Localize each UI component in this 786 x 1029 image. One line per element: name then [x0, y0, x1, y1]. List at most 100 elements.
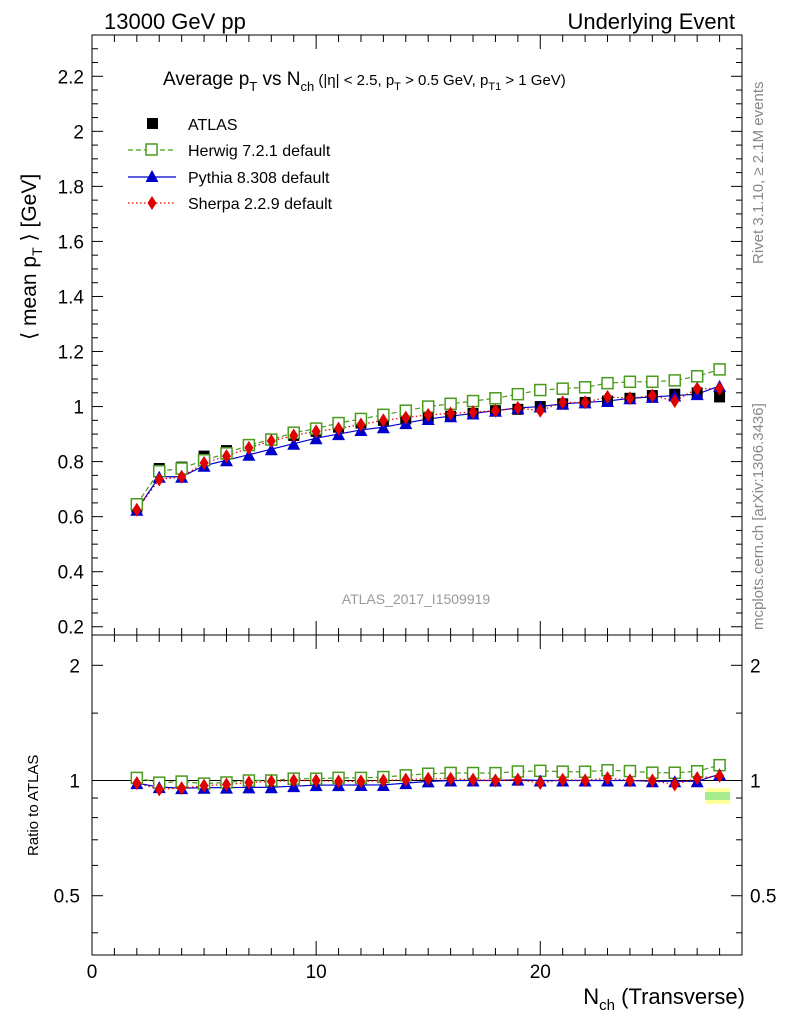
ratio-point-series-3: [692, 771, 702, 786]
data-point-series-3: [580, 395, 590, 410]
ratio-point-series-3: [334, 774, 344, 789]
data-point-series-2: [287, 437, 301, 450]
y-tick-label: 0.2: [58, 618, 84, 639]
data-point-series-1: [534, 383, 547, 397]
ratio-point-series-3: [647, 773, 657, 788]
ratio-point-series-3: [266, 774, 276, 789]
data-point-series-3: [244, 440, 254, 455]
header-left: 13000 GeV pp: [104, 9, 246, 34]
legend-label-herwig: Herwig 7.2.1 default: [188, 143, 331, 160]
ratio-point-series-3: [311, 773, 321, 788]
ratio-point-series-3: [558, 772, 568, 787]
main-axis-ticks: 0.2 0.4 0.6 0.8 1 1.2 1.4 1.6 1.8 2 2.2: [58, 48, 742, 639]
ratio-point-series-3: [378, 773, 388, 788]
data-point-series-3: [647, 388, 657, 403]
ratio-point-series-3: [513, 772, 523, 787]
ratio-point-series-3: [221, 777, 231, 792]
data-point-series-1: [713, 363, 726, 376]
data-point-series-1: [489, 392, 502, 405]
ratio-point-series-3: [603, 771, 613, 786]
data-point-series-3: [154, 472, 164, 487]
ratio-point-series-3: [535, 776, 545, 791]
y-tick-label: 1: [73, 398, 84, 419]
data-point-series-1: [511, 387, 525, 401]
legend-marker-herwig: [145, 143, 158, 156]
legend-label-atlas: ATLAS: [188, 117, 238, 134]
x-axis-label: Nch (Transverse): [583, 984, 745, 1014]
ratio-axis-ticks: 0.5 0.5 1 1 2 2: [54, 656, 776, 934]
ratio-y-tick-label-right: 1: [750, 772, 761, 793]
data-point-series-1: [466, 394, 480, 408]
ratio-uncertainty-band-inner: [705, 792, 730, 800]
ratio-data-layer: [130, 758, 727, 797]
legend-marker-sherpa: [147, 196, 157, 210]
legend-marker-pythia: [145, 170, 159, 182]
main-data-layer: [130, 363, 727, 517]
y-tick-label: 0.6: [58, 508, 84, 529]
ratio-point-series-3: [580, 773, 590, 788]
y-axis-label: ⟨ mean pT ⟩ [GeV]: [18, 174, 45, 340]
data-point-series-1: [601, 376, 614, 390]
ratio-point-series-3: [177, 781, 187, 796]
ratio-y-tick-label-left: 1: [69, 772, 80, 793]
ratio-y-axis-label: Ratio to ATLAS: [25, 755, 42, 856]
analysis-watermark: ATLAS_2017_I1509919: [342, 591, 491, 607]
data-point-series-1: [690, 370, 704, 383]
ratio-point-series-3: [132, 776, 142, 791]
data-point-series-1: [578, 381, 592, 394]
data-point-series-3: [334, 421, 344, 436]
x-tick-label: 0: [87, 962, 98, 983]
ratio-point-series-3: [468, 772, 478, 787]
data-point-series-3: [378, 413, 388, 428]
data-point-series-3: [446, 406, 456, 421]
ratio-point-series-3: [625, 773, 635, 788]
ratio-point-series-3: [715, 768, 725, 783]
x-axis-ticks: 0 10 20: [87, 35, 743, 983]
y-tick-label: 0.4: [58, 563, 85, 584]
y-tick-label: 2.2: [58, 67, 84, 88]
x-tick-label: 10: [306, 962, 327, 983]
y-tick-label: 1.6: [58, 232, 84, 253]
y-tick-label: 2: [73, 122, 84, 143]
ratio-point-series-3: [401, 772, 411, 787]
y-tick-label: 1.8: [58, 177, 84, 198]
data-point-series-3: [423, 407, 433, 422]
ratio-point-series-3: [356, 774, 366, 789]
legend: ATLAS Herwig 7.2.1 default Pythia 8.308 …: [128, 117, 333, 213]
legend-label-sherpa: Sherpa 2.2.9 default: [188, 196, 333, 213]
rivet-label: Rivet 3.1.10, ≥ 2.1M events: [750, 82, 767, 265]
data-point-series-3: [558, 395, 568, 410]
data-point-series-3: [603, 389, 613, 404]
data-point-series-0: [714, 391, 726, 403]
ratio-point-series-3: [670, 777, 680, 792]
data-point-series-3: [177, 469, 187, 484]
data-point-series-3: [490, 403, 500, 418]
ratio-y-tick-label-left: 0.5: [54, 887, 80, 908]
data-point-series-3: [670, 394, 680, 409]
data-point-series-3: [289, 428, 299, 443]
y-tick-label: 0.8: [58, 453, 84, 474]
data-point-series-3: [199, 455, 209, 470]
chart-title: Average pT vs Nch (|η| < 2.5, pT > 0.5 G…: [163, 69, 566, 94]
data-point-series-3: [401, 410, 411, 425]
y-tick-label: 1.4: [58, 287, 85, 308]
ratio-point-series-3: [244, 775, 254, 790]
ratio-y-tick-label-right: 0.5: [750, 887, 776, 908]
data-point-series-3: [535, 403, 545, 418]
data-point-series-3: [715, 381, 725, 396]
ratio-y-tick-label-right: 2: [750, 656, 761, 677]
ratio-point-series-3: [199, 778, 209, 793]
data-point-series-3: [266, 433, 276, 448]
data-point-series-3: [468, 405, 478, 420]
data-point-series-3: [221, 449, 231, 464]
data-point-series-1: [556, 382, 569, 395]
y-tick-label: 1.2: [58, 343, 84, 364]
data-point-series-3: [311, 424, 321, 439]
ratio-panel-frame: [91, 634, 743, 956]
ratio-point-series-3: [490, 773, 500, 788]
ratio-point-series-3: [289, 773, 299, 788]
ratio-y-tick-label-left: 2: [69, 656, 80, 677]
series-line-1: [136, 368, 720, 505]
x-tick-label: 20: [530, 962, 551, 983]
